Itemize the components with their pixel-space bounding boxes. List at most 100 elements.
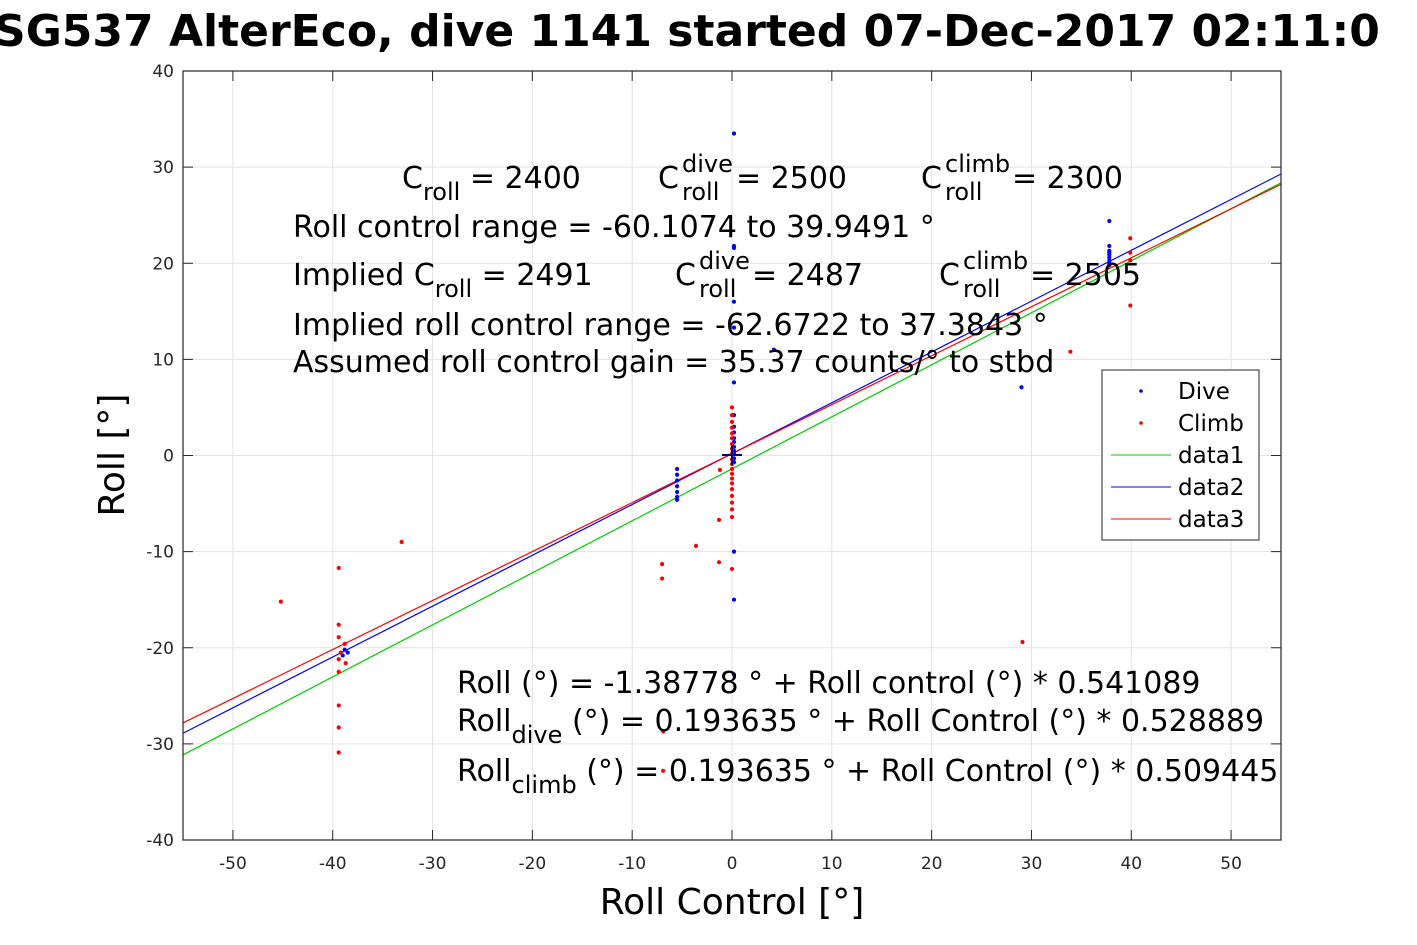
implied-c-roll-dive-sup: dive xyxy=(699,247,750,275)
c-roll-climb-annotation: C xyxy=(921,161,942,196)
chart-title: SG537 AlterEco, dive 1141 started 07-Dec… xyxy=(0,6,1380,57)
legend-data1-label: data1 xyxy=(1178,443,1244,469)
climb-point xyxy=(717,467,723,473)
c-roll-dive-annotation: C xyxy=(658,161,679,196)
legend-data2-label: data2 xyxy=(1178,475,1244,501)
y-tick-label: 40 xyxy=(152,62,174,82)
dive-point xyxy=(1107,250,1112,255)
climb-point xyxy=(729,466,735,472)
x-tick-label: 30 xyxy=(1021,854,1043,874)
x-tick-label: -10 xyxy=(618,854,646,874)
climb-point xyxy=(729,487,735,492)
implied-c-roll: Implied Croll = 2491 xyxy=(293,258,593,303)
dive-point xyxy=(675,494,680,499)
dive-point xyxy=(1107,243,1112,249)
fit-equation-all: Roll (°) = -1.38778 ° + Roll control (°)… xyxy=(457,666,1201,701)
origin-marker xyxy=(722,445,742,465)
y-tick-label: 20 xyxy=(152,254,174,274)
climb-point xyxy=(729,413,735,418)
data-points xyxy=(278,131,1133,773)
climb-point xyxy=(661,729,666,734)
y-tick-label: -30 xyxy=(146,735,174,755)
implied-c-roll-dive: C xyxy=(675,258,696,293)
climb-point xyxy=(336,635,341,640)
dive-point xyxy=(1107,218,1112,224)
c-roll-dive-sub: roll xyxy=(682,178,719,206)
climb-point xyxy=(729,436,735,441)
climb-point xyxy=(660,562,665,567)
legend-dive-marker xyxy=(1139,389,1143,393)
climb-point xyxy=(729,431,735,436)
climb-point xyxy=(729,514,735,520)
x-tick-label: -20 xyxy=(518,854,546,874)
climb-point xyxy=(661,768,666,773)
x-tick-label: -30 xyxy=(419,854,447,874)
dive-point xyxy=(731,245,737,250)
implied-c-roll-climb: C xyxy=(939,258,960,293)
climb-point xyxy=(729,566,735,572)
dive-point xyxy=(731,672,737,677)
climb-point xyxy=(336,565,341,571)
climb-point xyxy=(1128,258,1133,263)
x-axis-label: Roll Control [°] xyxy=(600,882,865,923)
dive-point xyxy=(342,647,347,652)
climb-point xyxy=(1068,349,1073,354)
x-tick-label: 0 xyxy=(727,854,738,874)
y-tick-label: 30 xyxy=(152,158,174,178)
dive-point xyxy=(675,478,680,483)
implied-c-roll-dive-value: = 2487 xyxy=(752,258,863,293)
climb-point xyxy=(729,441,735,447)
legend-dive-label: Dive xyxy=(1178,379,1230,405)
legend: Dive Climb data1 data2 data3 xyxy=(1101,369,1260,541)
climb-point xyxy=(342,641,347,647)
climb-point xyxy=(729,419,735,424)
climb-point xyxy=(729,471,735,476)
x-tick-label: -40 xyxy=(319,854,347,874)
assumed-roll-control-gain: Assumed roll control gain = 35.37 counts… xyxy=(293,345,1054,380)
climb-point xyxy=(716,560,722,565)
y-tick-label: -20 xyxy=(146,639,174,659)
dive-point xyxy=(675,472,680,477)
c-roll-dive-sup: dive xyxy=(682,150,733,178)
climb-point xyxy=(729,500,735,505)
implied-c-roll-dive-sub: roll xyxy=(699,275,736,303)
climb-point xyxy=(336,622,341,627)
y-tick-label: -40 xyxy=(146,831,174,851)
climb-point xyxy=(1128,236,1133,241)
c-roll-climb-sup: climb xyxy=(945,150,1010,178)
fit-equation-climb: Rollclimb (°) = 0.193635 ° + Roll Contro… xyxy=(457,754,1278,799)
fit-equation-dive: Rolldive (°) = 0.193635 ° + Roll Control… xyxy=(457,704,1264,749)
dive-point xyxy=(1107,255,1112,260)
dive-point xyxy=(1107,263,1112,268)
annotations: Croll = 2400 C dive roll = 2500 C climb … xyxy=(293,150,1278,799)
dive-point xyxy=(731,299,737,304)
x-tick-label: -50 xyxy=(219,854,247,874)
x-tick-label: 20 xyxy=(921,854,943,874)
legend-climb-marker xyxy=(1139,421,1143,425)
climb-point xyxy=(1020,639,1025,645)
climb-point xyxy=(729,481,735,486)
dive-point xyxy=(675,466,680,472)
climb-point xyxy=(336,725,341,730)
legend-climb-label: Climb xyxy=(1178,411,1244,437)
climb-point xyxy=(336,657,341,662)
dive-point xyxy=(731,380,737,385)
dive-point xyxy=(731,597,737,602)
climb-point xyxy=(729,405,735,410)
climb-point xyxy=(336,750,341,755)
implied-c-roll-climb-sup: climb xyxy=(963,247,1028,275)
roll-control-range: Roll control range = -60.1074 to 39.9491… xyxy=(293,210,935,245)
c-roll-climb-value: = 2300 xyxy=(1012,161,1123,196)
implied-roll-control-range: Implied roll control range = -62.6722 to… xyxy=(293,308,1048,343)
climb-point xyxy=(1128,303,1133,308)
x-tick-label: 40 xyxy=(1120,854,1142,874)
climb-point xyxy=(399,539,404,545)
y-tick-label: -10 xyxy=(146,543,174,563)
climb-point xyxy=(1128,250,1133,255)
c-roll-dive-value: = 2500 xyxy=(736,161,847,196)
climb-point xyxy=(336,669,341,674)
dive-point xyxy=(731,131,737,136)
dive-point xyxy=(675,489,680,495)
dive-point xyxy=(1019,385,1024,390)
